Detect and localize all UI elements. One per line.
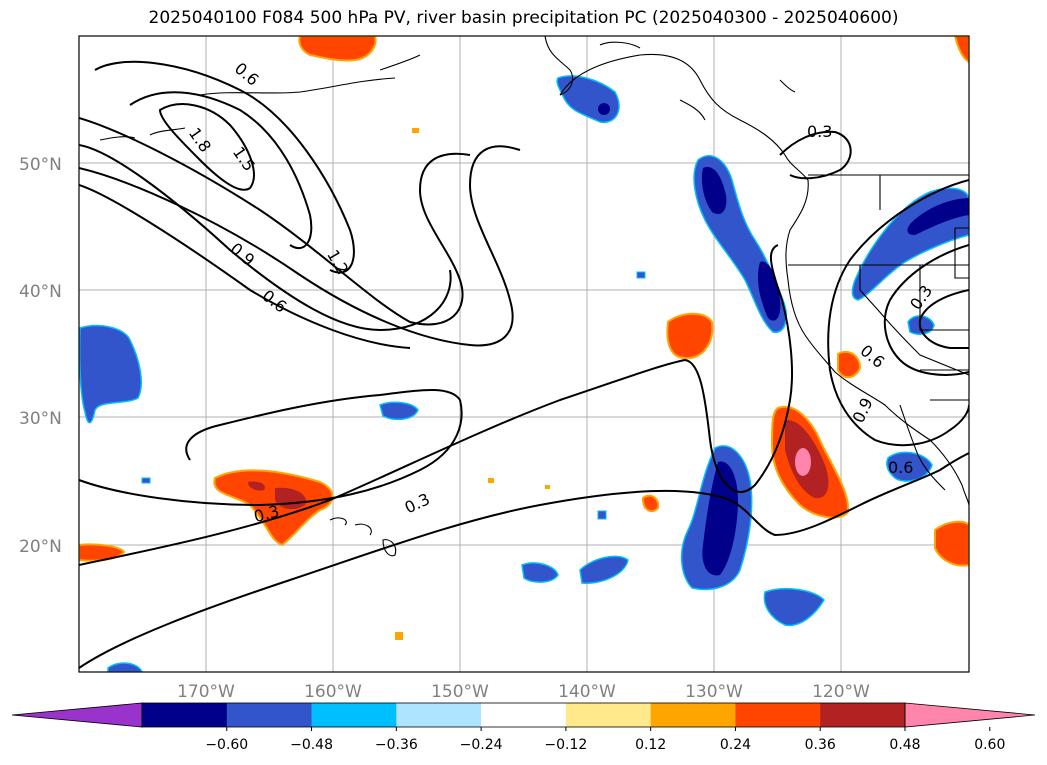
contour-label: 0.6	[857, 341, 889, 372]
colorbar-tick-label: 0.60	[974, 737, 1005, 753]
blue-blob-west	[79, 324, 142, 424]
colorbar-tick-label: 0.36	[805, 737, 836, 753]
colorbar-tick-label: −0.12	[544, 737, 587, 753]
lat-label: 50°N	[19, 155, 62, 175]
contour-label: 0.6	[259, 286, 291, 317]
blue-blob-ak	[556, 75, 620, 124]
positive-precip-anomalies	[79, 36, 969, 640]
colorbar-ticks: −0.60 −0.48 −0.36 −0.24 −0.12 0.12 0.24 0.36 0.4…	[205, 727, 1005, 753]
colorbar-tick-label: 0.48	[889, 737, 920, 753]
colorbar-segment	[311, 703, 397, 727]
contour-label: 0.3	[807, 122, 832, 141]
latitude-labels: 50°N 40°N 30°N 20°N	[19, 155, 62, 557]
contour-label: 0.6	[888, 458, 913, 477]
lat-label: 40°N	[19, 282, 62, 302]
contour-label: 0.9	[227, 239, 259, 270]
colorbar-outline	[141, 702, 906, 728]
warm-blob-east-pac	[666, 312, 714, 360]
colorbar-segment	[650, 703, 736, 727]
colorbar-segment	[820, 703, 906, 727]
colorbar-segments	[11, 702, 1036, 728]
coastlines	[99, 36, 969, 557]
colorbar-tick-label: −0.24	[460, 737, 503, 753]
pv-contours	[79, 60, 969, 669]
colorbar-segment	[735, 703, 821, 727]
contour-label: 0.3	[906, 282, 936, 314]
colorbar-tick-label: −0.60	[205, 737, 248, 753]
map-title: 2025040100 F084 500 hPa PV, river basin …	[148, 8, 899, 28]
lon-label: 140°W	[558, 682, 616, 702]
lon-label: 120°W	[812, 682, 870, 702]
lon-label: 150°W	[431, 682, 489, 702]
longitude-labels: 170°W 160°W 150°W 140°W 130°W 120°W	[177, 682, 870, 702]
colorbar-extension-low	[11, 702, 143, 728]
colorbar: −0.60 −0.48 −0.36 −0.24 −0.12 0.12 0.24 0.36 0.4…	[11, 702, 1036, 753]
lon-label: 170°W	[177, 682, 235, 702]
lon-label: 130°W	[685, 682, 743, 702]
negative-precip-anomalies	[79, 75, 969, 672]
colorbar-segment	[142, 703, 228, 727]
lat-label: 30°N	[19, 409, 62, 429]
contour-label: 0.6	[231, 59, 263, 90]
colorbar-tick-label: 0.24	[720, 737, 751, 753]
colorbar-tick-label: −0.36	[375, 737, 418, 753]
colorbar-segment	[396, 703, 482, 727]
contour-label: 1.2	[323, 246, 352, 278]
colorbar-segment	[565, 703, 652, 727]
contour-label: 0.3	[402, 489, 433, 517]
colorbar-segment	[481, 703, 567, 727]
contour-label: 1.8	[185, 124, 215, 156]
colorbar-segment	[226, 703, 313, 727]
lat-label: 20°N	[19, 537, 62, 557]
plot-frame	[78, 35, 970, 673]
lon-label: 160°W	[304, 682, 362, 702]
colorbar-tick-label: 0.12	[635, 737, 666, 753]
colorbar-tick-label: −0.48	[290, 737, 333, 753]
colorbar-extension-high	[904, 702, 1036, 728]
